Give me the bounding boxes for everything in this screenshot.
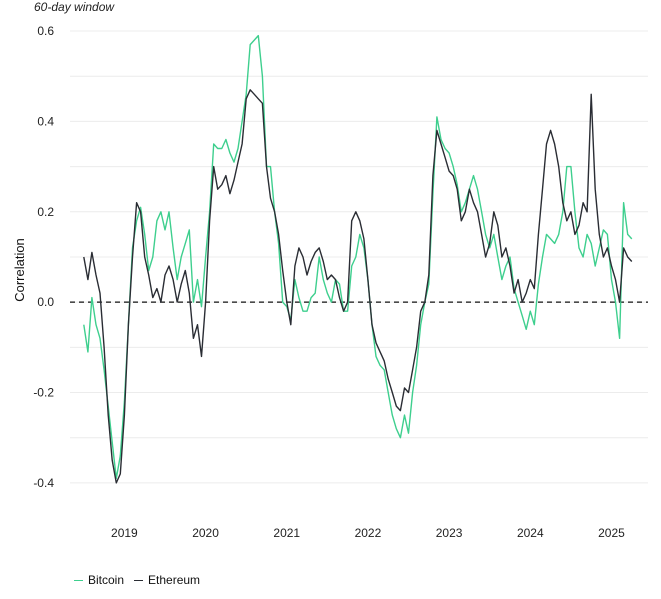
x-tick-label: 2020 [192,526,219,540]
x-tick-label: 2023 [436,526,463,540]
y-tick-label: 0.6 [37,24,54,38]
series-line-ethereum [83,89,633,484]
y-axis-title: Correlation [12,238,27,302]
x-tick-label: 2022 [355,526,382,540]
legend-swatch-ethereum [134,579,144,581]
x-tick-label: 2021 [273,526,300,540]
y-axis-ticks: -0.4 -0.2 0.0 0.2 0.4 0.6 [33,24,54,490]
x-tick-label: 2019 [111,526,138,540]
legend-item-bitcoin: Bitcoin [74,573,124,587]
x-tick-label: 2024 [517,526,544,540]
legend-label-bitcoin: Bitcoin [88,573,125,587]
legend-swatch-bitcoin [74,579,83,581]
legend-label-ethereum: Ethereum [148,573,201,587]
x-axis-ticks: 2019 2020 2021 2022 2023 2024 2025 [111,526,625,540]
chart-subtitle: 60-day window [34,0,115,14]
y-tick-label: 0.0 [37,295,54,309]
series-lines [83,34,633,484]
grid-lines [70,30,648,484]
legend: Bitcoin Ethereum [74,573,200,587]
y-tick-label: -0.4 [33,476,54,490]
series-line-bitcoin [83,34,633,480]
y-tick-label: -0.2 [33,386,54,400]
y-tick-label: 0.4 [37,114,54,128]
legend-item-ethereum: Ethereum [134,573,200,587]
x-tick-label: 2025 [598,526,625,540]
y-tick-label: 0.2 [37,205,54,219]
